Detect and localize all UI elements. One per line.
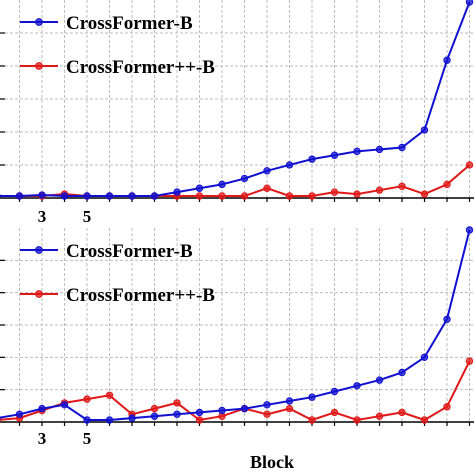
- legend-label: CrossFormer-B: [66, 241, 193, 262]
- data-point: [195, 408, 204, 417]
- data-point: [375, 145, 384, 154]
- x-axis-label: Block: [250, 452, 294, 472]
- series-crossformer-pp-b: [0, 357, 474, 424]
- data-point: [465, 161, 474, 169]
- legend-label: CrossFormer-B: [66, 13, 193, 34]
- data-point: [263, 401, 271, 409]
- data-point: [150, 192, 159, 200]
- top-panel: 3 5 CrossFormer-B CrossFormer++-B: [0, 0, 474, 226]
- data-point: [15, 410, 24, 418]
- data-point: [398, 408, 406, 417]
- series-crossformer-b: [0, 226, 474, 424]
- data-point: [83, 395, 91, 403]
- data-point: [330, 408, 339, 417]
- data-point: [263, 410, 271, 418]
- data-point: [330, 387, 339, 396]
- data-point: [465, 0, 474, 6]
- data-point: [105, 391, 114, 399]
- data-point: [240, 404, 249, 413]
- data-point: [308, 393, 316, 401]
- x-tick-label: 5: [83, 429, 92, 448]
- data-point: [285, 397, 294, 405]
- data-point: [195, 416, 204, 424]
- data-point: [83, 416, 91, 424]
- legend-label: CrossFormer++-B: [66, 285, 215, 306]
- data-point: [218, 180, 226, 189]
- data-point: [353, 416, 361, 424]
- data-point: [128, 414, 136, 422]
- data-point: [285, 161, 294, 169]
- x-tick-label: 3: [38, 429, 47, 448]
- data-point: [38, 191, 46, 199]
- data-point: [353, 382, 361, 390]
- x-tick-label: 5: [83, 207, 92, 226]
- data-point: [60, 401, 69, 409]
- data-point: [263, 184, 271, 192]
- data-point: [398, 368, 406, 377]
- data-point: [15, 192, 24, 200]
- data-point: [150, 404, 159, 413]
- data-point: [420, 190, 429, 198]
- legend: CrossFormer-B CrossFormer++-B: [20, 13, 215, 78]
- data-point: [353, 190, 361, 198]
- series-crossformer-b: [0, 0, 474, 200]
- data-point: [285, 404, 294, 413]
- data-point: [375, 186, 384, 194]
- data-point: [173, 410, 181, 418]
- data-point: [240, 192, 249, 200]
- data-point: [443, 56, 451, 64]
- bottom-panel: 3 5 CrossFormer-B CrossFormer++-B: [0, 226, 474, 448]
- data-point: [218, 192, 226, 200]
- data-point: [285, 192, 294, 200]
- data-point: [38, 404, 46, 413]
- data-point: [60, 192, 69, 200]
- legend: CrossFormer-B CrossFormer++-B: [20, 241, 215, 306]
- data-point: [443, 403, 451, 411]
- data-point: [398, 182, 406, 191]
- data-point: [443, 315, 451, 323]
- data-point: [330, 188, 339, 196]
- data-point: [420, 353, 429, 361]
- data-point: [150, 412, 159, 420]
- data-point: [398, 143, 406, 152]
- legend-marker: [35, 18, 43, 26]
- data-point: [308, 192, 316, 200]
- data-point: [420, 126, 429, 134]
- data-point: [330, 151, 339, 159]
- data-point: [353, 147, 361, 156]
- legend-label: CrossFormer++-B: [66, 57, 215, 78]
- legend-marker: [35, 290, 43, 298]
- series-line: [0, 229, 471, 421]
- data-point: [105, 192, 114, 200]
- data-point: [263, 167, 271, 175]
- data-point: [375, 412, 384, 420]
- data-point: [308, 416, 316, 424]
- data-point: [465, 357, 474, 365]
- data-point: [218, 406, 226, 415]
- data-point: [195, 192, 204, 200]
- data-point: [173, 399, 181, 407]
- data-point: [195, 184, 204, 192]
- series-line: [0, 360, 471, 422]
- data-point: [465, 226, 474, 234]
- data-point: [173, 188, 181, 196]
- data-point: [83, 192, 91, 200]
- data-point: [105, 416, 114, 424]
- data-point: [308, 155, 316, 163]
- series-line: [0, 1, 471, 197]
- data-point: [375, 376, 384, 384]
- data-point: [420, 416, 429, 424]
- data-point: [443, 180, 451, 189]
- legend-marker: [35, 246, 43, 254]
- x-tick-label: 3: [38, 207, 47, 226]
- horizontal-gridlines: [0, 259, 474, 391]
- horizontal-gridlines: [0, 32, 474, 166]
- legend-marker: [35, 62, 43, 70]
- data-point: [128, 192, 136, 200]
- data-point: [240, 174, 249, 183]
